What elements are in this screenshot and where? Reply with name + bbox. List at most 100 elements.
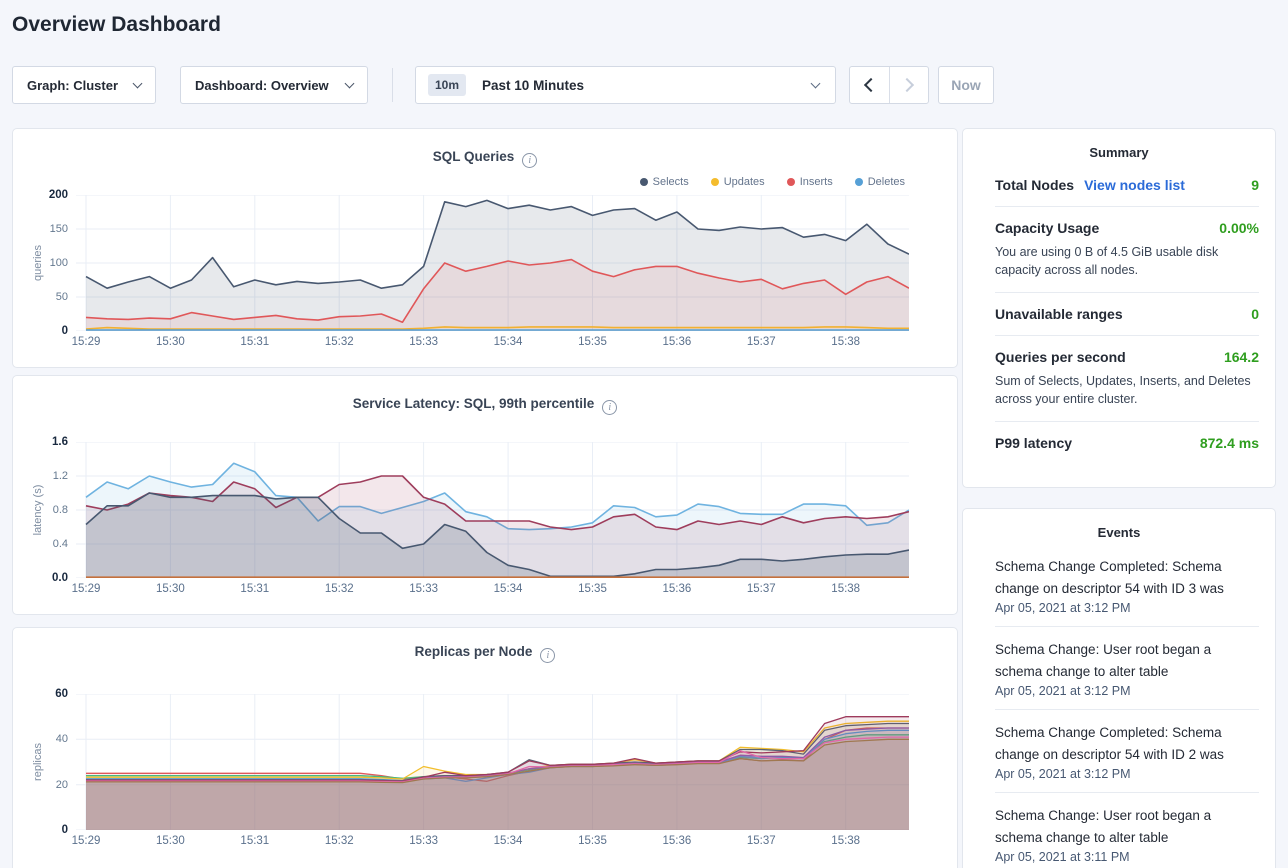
sql-queries-chart-panel: SQL Queries i Selects Updates Inserts Delete… xyxy=(12,128,958,368)
event-list-item[interactable]: Schema Change: User root began a schema … xyxy=(995,627,1259,710)
chart-title: SQL Queries xyxy=(432,149,515,164)
dashboard-dropdown-label: Dashboard: Overview xyxy=(195,77,329,93)
event-text: Schema Change Completed: Schema change o… xyxy=(995,725,1224,762)
x-tick-label: 15:38 xyxy=(831,336,861,348)
event-timestamp: Apr 05, 2021 at 3:12 PM xyxy=(995,684,1131,698)
x-tick-label: 15:31 xyxy=(240,336,270,348)
x-tick-label: 15:29 xyxy=(71,336,101,348)
summary-row-p99-latency: P99 latency 872.4 ms xyxy=(995,422,1259,464)
summary-row-unavailable-ranges: Unavailable ranges 0 xyxy=(995,293,1259,336)
summary-label: Unavailable ranges xyxy=(995,306,1123,322)
legend-item[interactable]: Updates xyxy=(710,176,765,188)
now-button[interactable]: Now xyxy=(938,66,994,104)
y-tick-label: 1.6 xyxy=(52,436,68,448)
view-nodes-list-link[interactable]: View nodes list xyxy=(1084,177,1185,193)
chart-plot-area[interactable] xyxy=(76,194,910,332)
x-tick-label: 15:33 xyxy=(409,835,439,847)
summary-row-capacity-usage: Capacity Usage 0.00% You are using 0 B o… xyxy=(995,207,1259,293)
chevron-down-icon xyxy=(344,78,355,88)
info-icon[interactable]: i xyxy=(540,648,556,663)
legend-label: Updates xyxy=(723,176,765,188)
summary-row-queries-per-second: Queries per second 164.2 Sum of Selects,… xyxy=(995,336,1259,422)
y-tick-label: 40 xyxy=(55,733,68,746)
legend-label: Inserts xyxy=(799,176,833,188)
x-tick-label: 15:31 xyxy=(240,583,270,595)
legend-item[interactable]: Selects xyxy=(639,176,689,188)
y-tick-label: 0 xyxy=(61,325,68,337)
event-timestamp: Apr 05, 2021 at 3:11 PM xyxy=(995,850,1130,864)
event-list-item[interactable]: Schema Change Completed: Schema change o… xyxy=(995,544,1259,627)
event-list-item[interactable]: Schema Change Completed: Schema change o… xyxy=(995,710,1259,793)
x-tick-label: 15:30 xyxy=(156,336,185,348)
x-tick-label: 15:35 xyxy=(578,835,607,847)
chevron-left-icon xyxy=(864,77,879,93)
x-tick-label: 15:35 xyxy=(578,583,607,595)
y-tick-label: 1.2 xyxy=(52,470,68,482)
y-tick-label: 50 xyxy=(55,291,68,303)
y-tick-label: 0.8 xyxy=(52,504,68,516)
x-axis-ticks: 15:29 15:30 15:31 15:32 15:33 15:34 15:35 15:36… xyxy=(72,835,909,851)
legend-label: Selects xyxy=(652,176,689,188)
chart-plot-area[interactable] xyxy=(76,441,910,579)
legend-item[interactable]: Inserts xyxy=(786,176,833,188)
summary-label: P99 latency xyxy=(995,435,1073,451)
summary-label: Capacity Usage xyxy=(995,220,1100,236)
x-tick-label: 15:29 xyxy=(71,583,101,595)
x-tick-label: 15:34 xyxy=(493,583,523,595)
y-axis-unit-label: replicas xyxy=(32,743,44,781)
events-title: Events xyxy=(1097,525,1141,540)
summary-value: 872.4 ms xyxy=(1199,435,1259,451)
legend-item[interactable]: Deletes xyxy=(854,176,905,188)
chart-title-row: Service Latency: SQL, 99th percentile i xyxy=(13,376,957,415)
legend-dot-icon xyxy=(854,178,863,186)
time-range-selector[interactable]: 10m Past 10 Minutes xyxy=(415,66,836,104)
info-icon[interactable]: i xyxy=(602,400,618,415)
event-timestamp: Apr 05, 2021 at 3:12 PM xyxy=(995,767,1131,781)
y-tick-label: 100 xyxy=(49,257,68,269)
summary-title: Summary xyxy=(1089,145,1149,160)
dashboard-dropdown[interactable]: Dashboard: Overview xyxy=(180,66,368,104)
toolbar-divider xyxy=(392,68,393,102)
events-panel: Events Schema Change Completed: Schema c… xyxy=(962,508,1276,868)
x-tick-label: 15:34 xyxy=(493,835,523,847)
y-tick-label: 60 xyxy=(55,688,68,700)
page-title: Overview Dashboard xyxy=(12,13,221,36)
next-timeframe-button[interactable] xyxy=(888,67,928,103)
graph-dropdown[interactable]: Graph: Cluster xyxy=(12,66,156,104)
graph-dropdown-label: Graph: Cluster xyxy=(27,77,119,93)
x-axis-ticks: 15:29 15:30 15:31 15:32 15:33 15:34 15:35 15:36… xyxy=(72,336,909,352)
time-range-label: Past 10 Minutes xyxy=(482,77,585,93)
summary-row-total-nodes: Total Nodes View nodes list 9 xyxy=(995,164,1259,207)
chart-legend: Selects Updates Inserts Deletes xyxy=(639,176,905,188)
x-tick-label: 15:36 xyxy=(662,336,692,348)
y-tick-label: 0.4 xyxy=(52,538,68,550)
summary-label: Total Nodes xyxy=(995,177,1075,193)
x-axis-ticks: 15:29 15:30 15:31 15:32 15:33 15:34 15:35 15:36… xyxy=(72,583,909,599)
legend-dot-icon xyxy=(710,178,719,186)
summary-subtext: Sum of Selects, Updates, Inserts, and De… xyxy=(995,374,1251,406)
event-text: Schema Change: User root began a schema … xyxy=(995,808,1212,845)
chart-title-row: SQL Queries i xyxy=(13,129,957,168)
summary-value: 0 xyxy=(1251,306,1259,322)
x-tick-label: 15:31 xyxy=(240,835,270,847)
summary-value: 0.00% xyxy=(1219,220,1259,236)
time-nav-group xyxy=(849,66,929,104)
summary-value: 9 xyxy=(1251,177,1259,193)
replicas-per-node-chart-panel: Replicas per Node i replicas 0 20 40 60 15:2… xyxy=(12,627,958,868)
chevron-right-icon xyxy=(899,77,915,93)
prev-timeframe-button[interactable] xyxy=(850,67,889,103)
info-icon[interactable]: i xyxy=(522,153,538,168)
chart-plot-area[interactable] xyxy=(76,693,909,831)
x-tick-label: 15:30 xyxy=(156,835,185,847)
chart-title: Service Latency: SQL, 99th percentile xyxy=(352,396,595,411)
event-list-item[interactable]: Schema Change: User root began a schema … xyxy=(995,793,1259,868)
x-tick-label: 15:33 xyxy=(409,583,439,595)
x-tick-label: 15:36 xyxy=(662,583,692,595)
x-tick-label: 15:37 xyxy=(746,583,776,595)
x-tick-label: 15:37 xyxy=(746,835,776,847)
chevron-down-icon xyxy=(810,78,821,88)
x-tick-label: 15:30 xyxy=(156,583,185,595)
time-range-badge: 10m xyxy=(428,74,467,96)
y-tick-label: 20 xyxy=(55,778,68,791)
legend-dot-icon xyxy=(639,178,648,186)
